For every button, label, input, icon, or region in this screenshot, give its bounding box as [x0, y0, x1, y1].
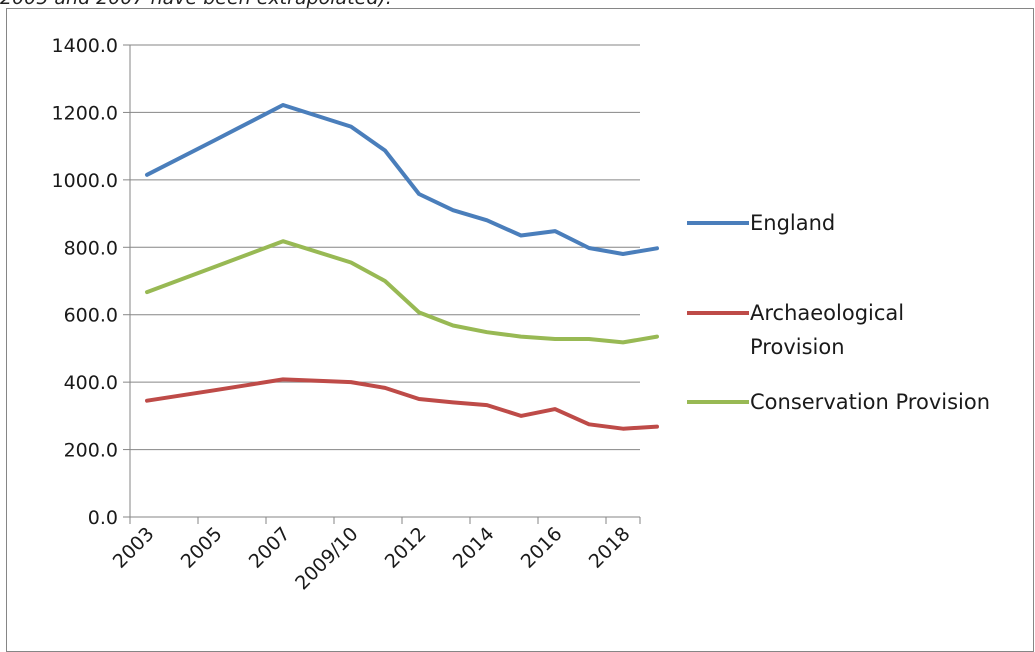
series-lines [147, 105, 657, 429]
y-tick-label: 600.0 [64, 305, 118, 327]
legend-label: Conservation Provision [750, 390, 990, 414]
x-tick-label: 2014 [449, 523, 499, 573]
chart-frame: 0.0 200.0 400.0 600.0 800.0 1000.0 1200.0 1400.… [6, 8, 1034, 652]
y-tick-label: 200.0 [64, 440, 118, 462]
axes [123, 45, 640, 524]
series-line-2 [147, 241, 657, 342]
y-tick-labels: 0.0 200.0 400.0 600.0 800.0 1000.0 1200.0 1400.… [52, 35, 118, 529]
x-tick-label: 2012 [381, 523, 431, 573]
x-tick-label: 2018 [585, 523, 635, 573]
y-tick-label: 1000.0 [52, 170, 118, 192]
x-tick-label: 2005 [177, 523, 227, 573]
x-tick-label: 2009/10 [291, 523, 362, 594]
y-tick-label: 0.0 [88, 507, 118, 529]
line-chart: 0.0 200.0 400.0 600.0 800.0 1000.0 1200.0 1400.… [7, 9, 1035, 645]
legend-label: England [750, 211, 835, 235]
y-tick-label: 1400.0 [52, 35, 118, 57]
y-tick-label: 400.0 [64, 372, 118, 394]
x-tick-label: 2016 [517, 523, 567, 573]
series-line-1 [147, 379, 657, 428]
y-tick-label: 800.0 [64, 237, 118, 259]
x-tick-label: 2007 [245, 523, 295, 573]
y-tick-label: 1200.0 [52, 102, 118, 124]
x-tick-label: 2003 [109, 523, 159, 573]
